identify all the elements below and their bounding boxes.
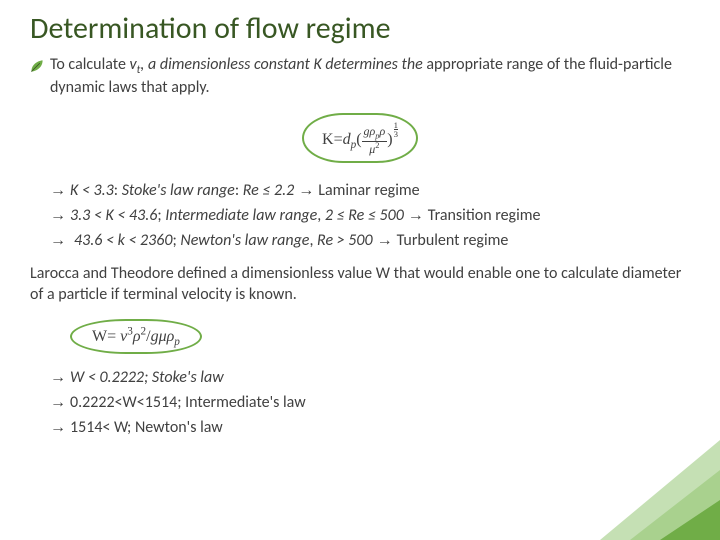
k-formula-wrap: K=dp(gρpρμ2)13 [30,105,690,171]
k-rule-2: → 3.3 < K < 43.6; Intermediate law range… [50,206,690,225]
k-rule-3: → 43.6 < k < 2360; Newton's law range, R… [50,231,690,250]
w-intro: Larocca and Theodore defined a dimension… [30,264,690,306]
w-formula-box: W= v3ρ2/gμρp [70,319,202,354]
slide-title: Determination of flow regime [30,10,690,47]
intro-prefix: To calculate [50,55,130,74]
slide-container: Determination of flow regime To calculat… [0,0,720,540]
k-formula-box: K=dp(gρpρμ2)13 [302,113,418,163]
k-formula: K=dp(gρpρμ2)13 [322,131,398,148]
intro-mid: , a dimensionless constant K determines … [140,55,426,74]
k-rule-1: → K < 3.3: Stoke's law range: Re ≤ 2.2 →… [50,181,690,200]
w-rule-2: → 0.2222<W<1514; Intermediate's law [50,393,690,412]
k-exp: 13 [394,121,398,140]
w-formula: W= v3ρ2/gμρp [92,328,180,345]
intro-row: To calculate vt, a dimensionless constan… [30,55,690,99]
corner-decoration [560,420,720,540]
k-frac: gρpρμ2 [362,125,388,155]
leaf-bullet-icon [30,59,44,73]
intro-text: To calculate vt, a dimensionless constan… [50,55,690,99]
w-formula-wrap: W= v3ρ2/gμρp [70,311,690,362]
intro-vt: vt [130,55,141,74]
w-rule-1: → W < 0.2222; Stoke's law [50,368,690,387]
